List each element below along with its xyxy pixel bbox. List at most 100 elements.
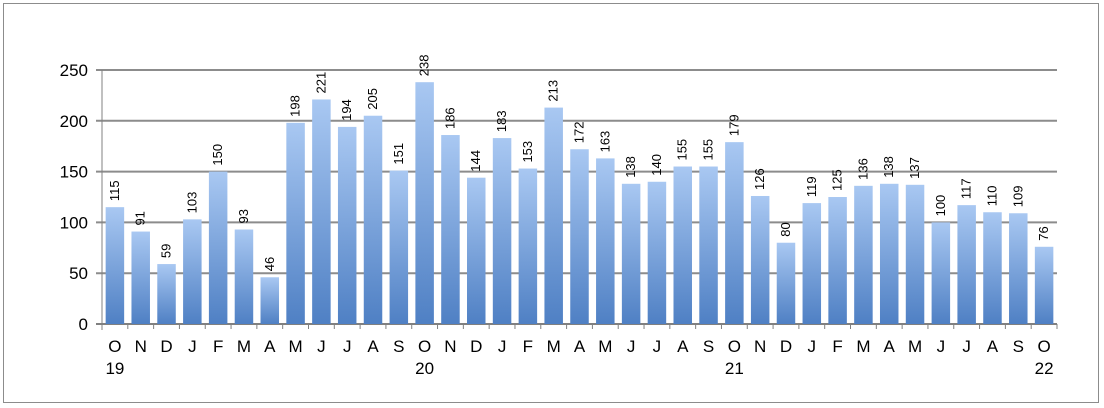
x-tick-label: J bbox=[808, 337, 817, 356]
data-label: 155 bbox=[701, 139, 716, 161]
year-label: 22 bbox=[1035, 359, 1054, 378]
data-label: 119 bbox=[804, 176, 819, 197]
bar bbox=[570, 149, 589, 324]
data-label: 103 bbox=[184, 192, 199, 214]
data-label: 126 bbox=[752, 168, 767, 190]
x-tick-label: N bbox=[444, 337, 456, 356]
x-tick-label: A bbox=[884, 337, 896, 356]
x-tick-label: M bbox=[598, 337, 612, 356]
x-tick-label: F bbox=[523, 337, 533, 356]
data-label: 144 bbox=[468, 150, 483, 172]
bar bbox=[854, 185, 873, 324]
x-tick-label: M bbox=[288, 337, 302, 356]
data-label: 186 bbox=[442, 107, 457, 129]
data-label: 140 bbox=[649, 154, 664, 176]
x-tick-label: F bbox=[213, 337, 223, 356]
bar bbox=[183, 219, 202, 324]
x-tick-label: A bbox=[264, 337, 276, 356]
x-tick-label: J bbox=[317, 337, 326, 356]
y-tick-label: 0 bbox=[79, 315, 88, 334]
data-label: 137 bbox=[907, 157, 922, 179]
x-tick-label: D bbox=[780, 337, 792, 356]
bar bbox=[337, 126, 357, 324]
bar bbox=[931, 222, 951, 324]
data-label: 163 bbox=[597, 131, 612, 153]
x-tick-label: O bbox=[1037, 337, 1050, 356]
bar bbox=[208, 171, 228, 324]
x-tick-label: N bbox=[135, 337, 147, 356]
bar bbox=[363, 115, 383, 324]
bar bbox=[828, 197, 847, 324]
x-tick-label: J bbox=[188, 337, 197, 356]
bar bbox=[647, 181, 667, 324]
x-tick-label: J bbox=[498, 337, 507, 356]
data-label: 125 bbox=[830, 169, 845, 191]
data-label: 150 bbox=[210, 144, 225, 166]
data-label: 117 bbox=[959, 178, 974, 199]
x-tick-label: S bbox=[1013, 337, 1024, 356]
x-tick-label: S bbox=[393, 337, 404, 356]
y-tick-label: 50 bbox=[69, 264, 88, 283]
data-label: 80 bbox=[778, 222, 793, 236]
data-label: 76 bbox=[1036, 226, 1051, 240]
bar bbox=[802, 203, 822, 324]
data-label: 138 bbox=[623, 156, 638, 178]
chart-frame: 0 50 100 150 200 250 115 91 59 103 150 93 46 198 221 1… bbox=[3, 3, 1099, 403]
x-tick-label: A bbox=[987, 337, 999, 356]
bar bbox=[105, 207, 125, 324]
bar bbox=[983, 212, 1002, 324]
y-axis: 0 50 100 150 200 250 bbox=[60, 61, 103, 334]
data-label: 109 bbox=[1010, 186, 1025, 208]
bar bbox=[544, 107, 563, 324]
data-label: 194 bbox=[339, 99, 354, 121]
bar bbox=[467, 177, 486, 324]
x-tick-label: A bbox=[574, 337, 586, 356]
data-label: 198 bbox=[288, 95, 303, 117]
bar bbox=[286, 122, 305, 324]
x-tick-label: A bbox=[677, 337, 689, 356]
bar bbox=[492, 138, 512, 324]
data-labels: 115 91 59 103 150 93 46 198 221 194 205 151 238 186 14… bbox=[107, 54, 1051, 271]
bar bbox=[131, 231, 150, 324]
bar bbox=[441, 135, 460, 324]
x-tick-label: O bbox=[728, 337, 741, 356]
bar bbox=[879, 183, 899, 324]
bar bbox=[750, 195, 770, 324]
year-label: 19 bbox=[105, 359, 124, 378]
bar bbox=[518, 168, 538, 324]
x-tick-label: J bbox=[343, 337, 352, 356]
x-tick-label: O bbox=[108, 337, 121, 356]
x-tick-label: D bbox=[160, 337, 172, 356]
data-label: 100 bbox=[933, 195, 948, 217]
data-label: 179 bbox=[726, 114, 741, 136]
bar bbox=[905, 184, 925, 324]
x-tick-label: N bbox=[754, 337, 766, 356]
bar bbox=[389, 170, 409, 324]
bar bbox=[260, 277, 280, 324]
x-tick-label: M bbox=[908, 337, 922, 356]
data-label: 138 bbox=[881, 156, 896, 178]
bar bbox=[157, 264, 176, 324]
x-axis: O N D J F M A M J J A S O N D J F M A M J J A S O N D J F M A M J J A S O19 2… bbox=[101, 324, 1058, 378]
data-label: 115 bbox=[107, 180, 122, 201]
data-label: 46 bbox=[262, 257, 277, 271]
data-label: 151 bbox=[391, 143, 406, 165]
data-label: 205 bbox=[365, 88, 380, 110]
x-tick-label: M bbox=[237, 337, 251, 356]
bar bbox=[957, 205, 976, 324]
y-tick-label: 100 bbox=[60, 213, 88, 232]
x-tick-label: A bbox=[367, 337, 379, 356]
bars bbox=[105, 82, 1054, 325]
x-tick-label: J bbox=[937, 337, 946, 356]
x-tick-label: S bbox=[703, 337, 714, 356]
data-label: 172 bbox=[572, 122, 587, 144]
data-label: 153 bbox=[520, 141, 535, 163]
x-tick-label: J bbox=[627, 337, 636, 356]
x-tick-label: J bbox=[962, 337, 971, 356]
data-label: 238 bbox=[417, 54, 432, 76]
data-label: 91 bbox=[133, 211, 148, 225]
bar bbox=[1009, 213, 1028, 324]
x-tick-label: D bbox=[470, 337, 482, 356]
bar bbox=[725, 142, 744, 324]
bar bbox=[776, 242, 796, 324]
